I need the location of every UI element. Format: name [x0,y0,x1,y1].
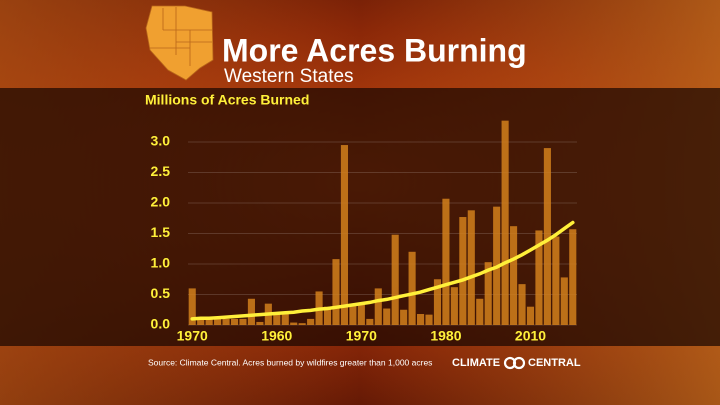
y-axis-label: Millions of Acres Burned [145,92,309,108]
y-tick-label: 1.0 [151,255,171,271]
bar [247,298,255,325]
bar [484,262,492,325]
bar [408,251,416,325]
bar [239,318,247,325]
bar [230,318,239,325]
y-tick-label: 0.0 [151,316,171,332]
bar [188,288,196,325]
bar [214,318,222,325]
bar [518,284,526,325]
bar [332,259,340,325]
source: Source: Climate Central. Acres burned by… [148,357,432,367]
logo-text: CENTRAL [528,357,581,369]
map-borders [150,7,212,66]
bar [256,321,264,325]
y-tick-label: 0.5 [151,285,171,301]
bar [400,309,408,325]
bar [205,318,213,325]
bar [425,314,433,325]
bar [535,230,543,325]
bar [197,318,205,325]
bar [290,322,298,325]
bar [273,314,281,325]
bar [433,279,442,325]
bar [450,287,458,325]
bar [459,217,467,325]
bar [569,229,577,325]
bar [349,303,357,325]
bar [340,145,348,325]
bar [307,318,315,325]
y-tick-label: 1.5 [151,224,171,240]
bar [357,303,365,325]
bar [417,314,425,325]
x-tick-label: 1970 [177,328,208,344]
trend-line [190,220,575,321]
bar [383,308,391,325]
x-tick-label: 2010 [515,328,546,344]
logo-text: CLIMATE [452,357,500,369]
chart-subtitle: Western States [224,66,354,87]
bar [543,148,551,325]
bar [366,318,374,325]
bar [501,120,509,326]
chart-title: More Acres Burning [222,32,527,68]
bar [298,323,306,325]
y-tick-label: 2.0 [151,194,171,210]
bar [391,234,399,325]
y-tick-label: 3.0 [151,133,171,149]
logo-ring [512,356,526,370]
bar [552,236,560,325]
bar [467,210,475,325]
y-tick-label: 2.5 [151,163,171,179]
bar [510,226,518,325]
bar [374,288,382,325]
bar [442,198,450,325]
bar [222,318,230,325]
bar [476,298,484,325]
bar [560,277,568,325]
bar [526,306,535,325]
x-tick-label: 1980 [430,328,461,344]
x-tick-label: 1970 [346,328,377,344]
x-tick-label: 1960 [261,328,292,344]
bar [281,312,289,325]
bar [323,306,332,325]
